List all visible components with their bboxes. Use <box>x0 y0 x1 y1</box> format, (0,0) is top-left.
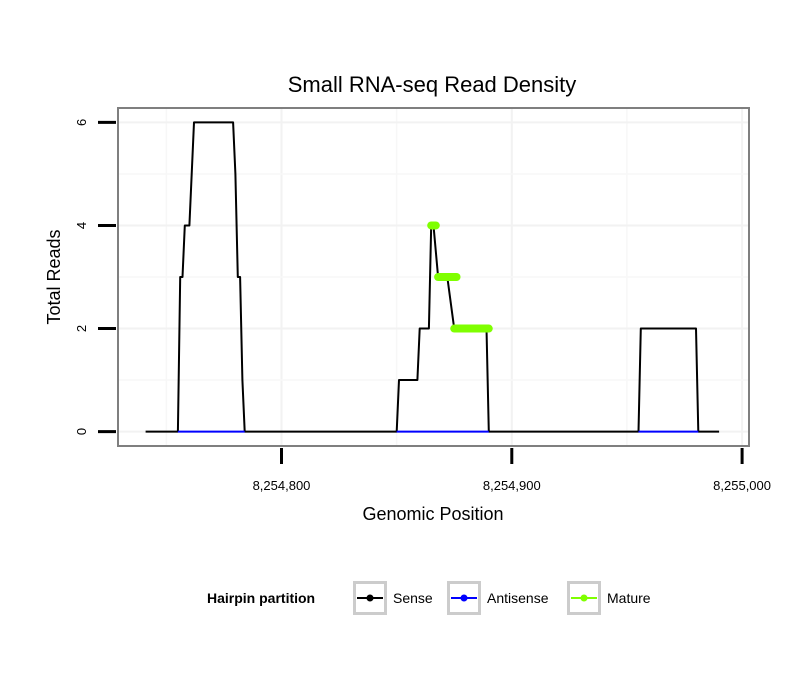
legend-label-antisense: Antisense <box>487 590 549 606</box>
x-axis-title: Genomic Position <box>362 504 503 524</box>
chart-title: Small RNA-seq Read Density <box>288 72 577 97</box>
y-tick-label: 6 <box>74 119 89 126</box>
series-line-sense <box>145 121 720 433</box>
y-axis: 0 2 4 6 <box>74 119 116 435</box>
x-tick-label: 8,254,900 <box>483 478 541 493</box>
legend-label-mature: Mature <box>607 590 651 606</box>
legend: Hairpin partition Sense Antisense Mature <box>207 581 651 615</box>
plot-border <box>117 107 750 447</box>
x-tick-label: 8,255,000 <box>713 478 771 493</box>
legend-key-sense <box>353 581 387 615</box>
y-tick-label: 2 <box>74 325 89 332</box>
legend-title: Hairpin partition <box>207 590 315 606</box>
legend-key-antisense <box>447 581 481 615</box>
x-tick-label: 8,254,800 <box>253 478 311 493</box>
series-layer <box>145 121 720 433</box>
legend-key-mature <box>567 581 601 615</box>
y-axis-title: Total Reads <box>44 229 64 324</box>
y-tick-label: 0 <box>74 428 89 435</box>
legend-label-sense: Sense <box>393 590 433 606</box>
y-tick-label: 4 <box>74 222 89 229</box>
x-axis: 8,254,800 8,254,900 8,255,000 <box>253 448 771 493</box>
